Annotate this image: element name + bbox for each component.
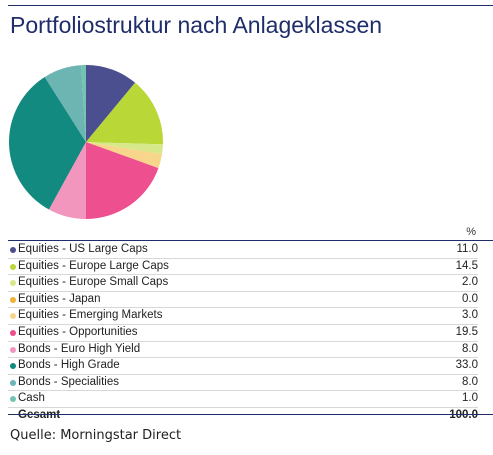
legend-dot-icon xyxy=(10,263,16,270)
top-rule xyxy=(8,5,493,6)
legend-dot-icon xyxy=(10,379,16,386)
chart-title: Portfoliostruktur nach Anlageklassen xyxy=(10,12,383,38)
legend-dot-icon xyxy=(10,313,16,320)
row-label: Equities - Opportunities xyxy=(18,325,138,338)
row-value: 0.0 xyxy=(462,292,478,305)
legend-dot-icon xyxy=(10,280,16,287)
table-row: Bonds - High Grade 33.0 xyxy=(8,358,478,375)
row-value: 14.5 xyxy=(455,259,478,272)
row-value: 19.5 xyxy=(455,325,478,338)
row-label: Bonds - Specialities xyxy=(18,375,119,388)
pie-slice-9 xyxy=(81,65,86,142)
legend-dot-icon xyxy=(10,296,16,303)
pie-slice-2 xyxy=(86,142,163,155)
total-label: Gesamt xyxy=(18,408,60,424)
row-label: Bonds - Euro High Yield xyxy=(18,342,141,355)
pie-slice-6 xyxy=(48,142,86,219)
pie-slice-0 xyxy=(86,65,136,142)
row-value: 2.0 xyxy=(462,276,478,289)
percent-header: % xyxy=(466,226,476,238)
table-row: Equities - US Large Caps 11.0 xyxy=(8,242,478,259)
source-note: Quelle: Morningstar Direct xyxy=(10,428,182,443)
table-row: Equities - Japan 0.0 xyxy=(8,292,478,309)
pie-slice-1 xyxy=(86,82,163,145)
row-value: 11.0 xyxy=(456,243,478,255)
legend-table: Equities - US Large Caps 11.0 Equities - E… xyxy=(8,242,478,424)
row-label: Cash xyxy=(18,392,45,405)
row-label: Equities - Emerging Markets xyxy=(18,309,163,322)
pie-slice-7 xyxy=(8,76,87,210)
pie-slice-8 xyxy=(44,65,86,142)
row-label: Equities - Japan xyxy=(18,292,101,305)
row-label: Equities - Europe Small Caps xyxy=(18,276,169,289)
row-value: 3.0 xyxy=(462,309,478,322)
table-row: Bonds - Specialities 8.0 xyxy=(8,375,478,392)
legend-dot-icon xyxy=(10,363,16,370)
table-row: Bonds - Euro High Yield 8.0 xyxy=(8,342,478,359)
row-label: Bonds - High Grade xyxy=(18,359,120,372)
total-row: Gesamt 100.0 xyxy=(8,408,478,424)
pie-chart xyxy=(8,65,163,219)
table-row: Equities - Opportunities 19.5 xyxy=(8,325,478,342)
legend-dot-icon xyxy=(10,329,16,336)
row-value: 1.0 xyxy=(462,392,478,405)
pie-slice-4 xyxy=(86,142,163,169)
total-value: 100.0 xyxy=(449,408,478,424)
row-value: 8.0 xyxy=(462,375,478,388)
table-row: Equities - Emerging Markets 3.0 xyxy=(8,308,478,325)
bottom-rule xyxy=(8,414,493,415)
row-value: 33.0 xyxy=(455,359,478,372)
legend-dot-icon xyxy=(10,396,16,403)
row-label: Equities - Europe Large Caps xyxy=(18,259,169,272)
legend-dot-icon xyxy=(10,247,16,253)
pie-slice-5 xyxy=(86,142,159,219)
table-row: Cash 1.0 xyxy=(8,391,478,408)
header-rule xyxy=(8,240,493,241)
row-label: Equities - US Large Caps xyxy=(18,243,148,255)
table-row: Equities - Europe Small Caps 2.0 xyxy=(8,275,478,292)
table-row: Equities - Europe Large Caps 14.5 xyxy=(8,259,478,276)
row-value: 8.0 xyxy=(462,342,478,355)
legend-dot-icon xyxy=(10,346,16,353)
